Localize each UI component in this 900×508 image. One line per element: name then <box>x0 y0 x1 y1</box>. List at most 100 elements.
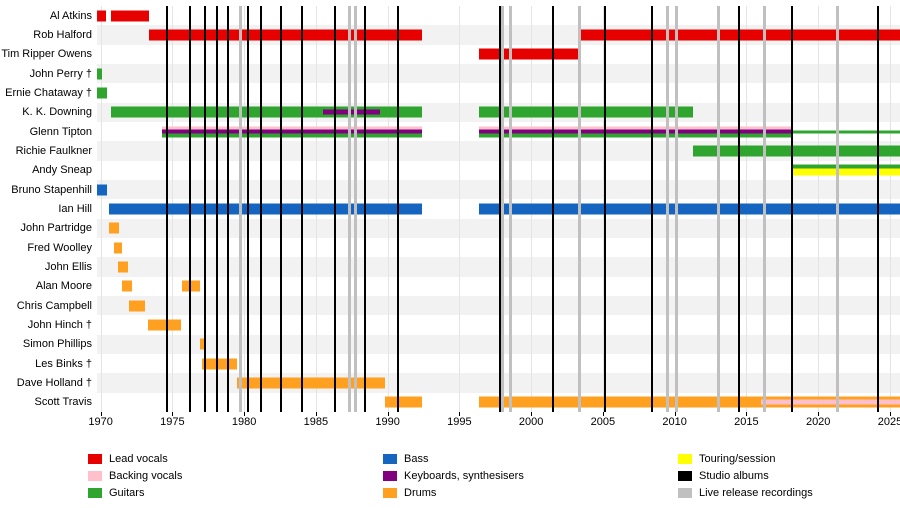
member-track <box>97 353 900 374</box>
legend-label: Studio albums <box>699 469 769 482</box>
axis-year-label: 1990 <box>375 416 400 428</box>
timeline-segment <box>97 87 108 99</box>
backing_vocals-stripe <box>760 399 900 405</box>
backing_vocals-stripe <box>162 126 423 130</box>
axis-year-label: 2000 <box>518 416 544 428</box>
member-track <box>97 141 900 161</box>
axis-year-label: 1970 <box>88 416 113 428</box>
legend-item: Bass <box>383 450 524 467</box>
legend-label: Guitars <box>109 486 145 499</box>
member-row: Rob Halford <box>0 25 900 45</box>
drums-stripe <box>113 242 123 254</box>
member-track <box>97 6 900 26</box>
legend-swatch-lead_vocals <box>88 453 102 464</box>
bass-stripe <box>97 184 108 196</box>
member-track <box>97 121 900 142</box>
legend-item: Live release recordings <box>678 484 813 501</box>
timeline-segment <box>182 280 200 292</box>
keyboards-stripe <box>162 129 423 134</box>
touring-stripe <box>792 172 900 176</box>
member-rows: Al Atkins Rob Halford Tim Ripper Owens John… <box>0 6 900 412</box>
axis-year-label: 1980 <box>231 416 257 428</box>
member-row: K. K. Downing <box>0 102 900 122</box>
timeline-segment <box>479 48 580 60</box>
legend-column: Bass Keyboards, synthesisers Drums <box>383 450 524 501</box>
legend-item: Backing vocals <box>88 467 182 484</box>
guitars-stripe <box>479 133 793 138</box>
member-track <box>97 315 900 335</box>
axis-tick <box>889 412 891 416</box>
year-axis: 1970 1975 1980 1985 1990 1995 2000 2005 2010 2015… <box>88 412 900 434</box>
timeline-segment <box>122 280 133 292</box>
timeline-segment <box>760 399 900 405</box>
member-row: John Ellis <box>0 257 900 277</box>
legend-label: Lead vocals <box>109 452 168 465</box>
legend-swatch-drums <box>383 487 397 498</box>
axis-tick <box>315 412 317 416</box>
member-track <box>97 392 900 412</box>
member-label: Alan Moore <box>0 276 97 296</box>
member-label: Dave Holland † <box>0 373 97 393</box>
timeline-segment <box>147 319 181 331</box>
legend-swatch-guitars <box>88 487 102 498</box>
legend-column: Touring/session Studio albums Live release… <box>678 450 813 501</box>
guitars-stripe <box>110 106 423 118</box>
drums-stripe <box>236 377 385 389</box>
timeline-plot-area: Al Atkins Rob Halford Tim Ripper Owens John… <box>0 6 900 412</box>
member-label: Richie Faulkner <box>0 141 97 161</box>
member-label: Andy Sneap <box>0 160 97 180</box>
axis-tick <box>674 412 676 416</box>
guitars-stripe <box>162 133 423 138</box>
legend-label: Keyboards, synthesisers <box>404 469 524 482</box>
bass-stripe <box>109 203 423 215</box>
member-row: Al Atkins <box>0 6 900 26</box>
member-label: Les Binks † <box>0 353 97 374</box>
legend-swatch-studio_albums <box>678 470 692 481</box>
axis-year-label: 2010 <box>662 416 687 428</box>
legend-column: Lead vocals Backing vocals Guitars <box>88 450 182 501</box>
member-label: Bruno Stapenhill <box>0 179 97 200</box>
legend-swatch-live_releases <box>678 487 692 498</box>
member-label: Chris Campbell <box>0 295 97 316</box>
member-row: Bruno Stapenhill <box>0 179 900 200</box>
member-track <box>97 44 900 64</box>
legend-label: Backing vocals <box>109 469 183 482</box>
member-row: Ian Hill <box>0 199 900 219</box>
member-track <box>97 295 900 316</box>
timeline-segment <box>129 300 146 312</box>
member-track <box>97 276 900 296</box>
timeline-segment <box>109 222 120 234</box>
axis-tick <box>602 412 604 416</box>
member-row: Simon Phillips <box>0 334 900 354</box>
lead_vocals-stripe <box>479 48 580 60</box>
member-row: Andy Sneap <box>0 160 900 180</box>
member-track <box>97 25 900 45</box>
backing_vocals-stripe <box>479 126 793 130</box>
member-track <box>97 257 900 277</box>
member-label: K. K. Downing <box>0 102 97 122</box>
axis-tick <box>531 412 533 416</box>
member-track <box>97 160 900 180</box>
legend-label: Bass <box>404 452 429 465</box>
member-label: Glenn Tipton <box>0 121 97 142</box>
legend-item: Drums <box>383 484 524 501</box>
axis-year-label: 1985 <box>303 416 329 428</box>
legend-swatch-bass <box>383 453 397 464</box>
member-row: Fred Woolley <box>0 237 900 258</box>
lead_vocals-stripe <box>149 29 423 41</box>
axis-year-label: 2015 <box>734 416 759 428</box>
timeline-segment <box>97 68 103 80</box>
axis-year-label: 1975 <box>160 416 185 428</box>
member-label: Ernie Chataway † <box>0 83 97 103</box>
timeline-segment <box>384 396 423 408</box>
timeline-segment <box>479 106 694 118</box>
member-label: Scott Travis <box>0 392 97 412</box>
drums-stripe <box>384 396 423 408</box>
keyboards-stripe <box>323 109 381 115</box>
timeline-segment <box>323 109 381 115</box>
axis-tick <box>459 412 461 416</box>
legend-item: Keyboards, synthesisers <box>383 467 524 484</box>
legend-item: Studio albums <box>678 467 813 484</box>
member-label: Rob Halford <box>0 25 97 45</box>
member-row: John Hinch † <box>0 315 900 335</box>
